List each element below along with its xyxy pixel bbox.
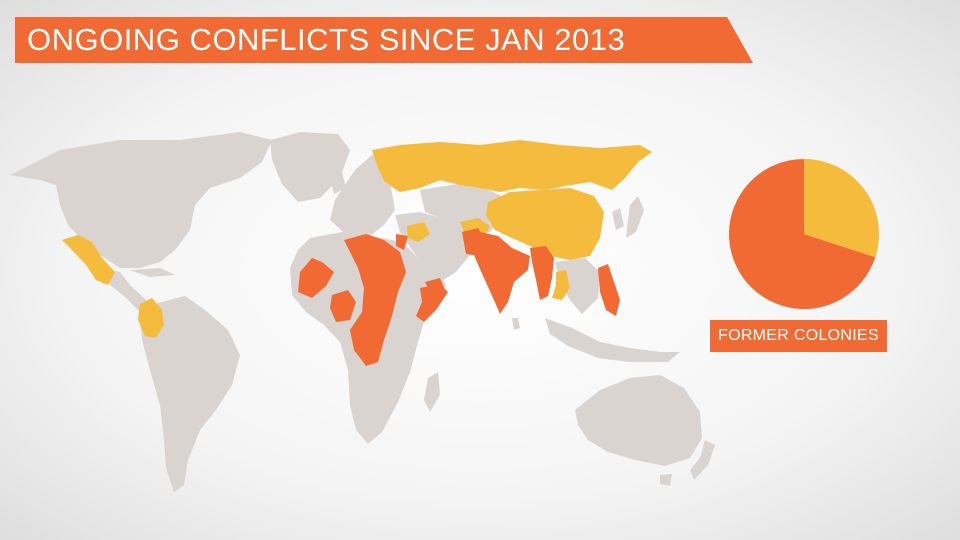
region-japan [626,196,644,238]
region-myanmar [530,246,554,300]
region-indonesia [545,318,680,362]
region-egypt-sinai [396,234,408,250]
region-mexico [62,235,115,285]
region-british-isles [330,172,346,194]
region-india [470,232,530,314]
region-china [486,188,604,260]
title-banner-shape [15,17,753,63]
region-somalia [416,284,448,322]
region-central-africa [344,234,406,366]
region-madagascar [424,372,440,412]
page-title: ONGOING CONFLICTS SINCE JAN 2013 [27,22,626,57]
region-philippines [598,264,620,316]
title-banner: ONGOING CONFLICTS SINCE JAN 2013 [15,17,753,63]
conflict-regions-other [62,140,652,338]
region-south-america [140,296,240,492]
region-colombia [138,298,164,338]
region-caribbean [130,268,175,277]
region-central-asia [420,182,505,235]
region-europe [330,150,395,238]
region-syria [407,222,430,242]
region-iceland [318,160,344,174]
region-mali [298,258,334,298]
region-australia [575,375,702,466]
pie-slice-1 [804,159,879,258]
region-greenland [270,132,350,202]
region-korea [612,208,624,230]
pie-chart [729,159,879,309]
pie-slice-0 [729,159,876,309]
region-yemen [425,278,444,292]
region-tasmania [660,474,672,486]
region-new-zealand [690,440,715,480]
region-thailand [552,270,570,300]
conflict-regions-former-colonies [298,228,620,366]
pie-slices [729,159,879,309]
pie-label: FORMER COLONIES [710,320,887,352]
region-north-america [10,132,272,268]
region-nigeria [330,290,356,322]
region-russia [372,140,652,192]
region-sri-lanka [512,318,520,330]
